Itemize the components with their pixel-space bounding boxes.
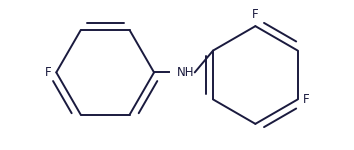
Text: F: F bbox=[303, 93, 309, 106]
Text: NH: NH bbox=[176, 66, 194, 79]
Text: F: F bbox=[252, 8, 259, 21]
Text: F: F bbox=[45, 66, 51, 79]
